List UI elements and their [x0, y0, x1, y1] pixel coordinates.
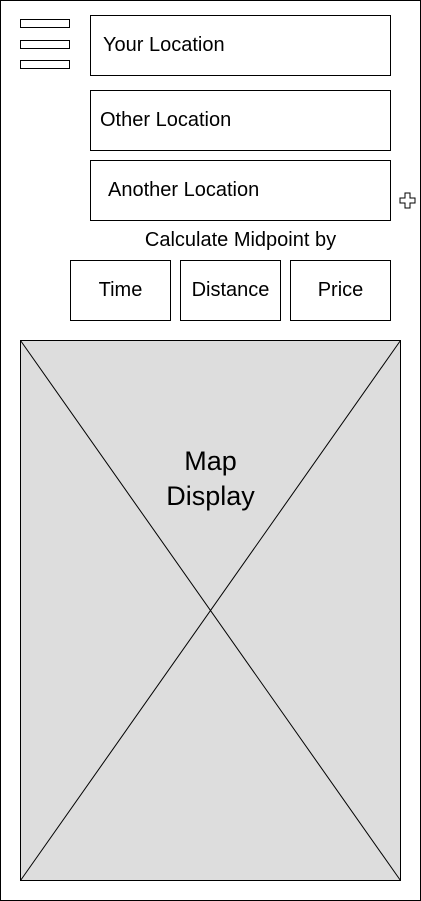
map-display-label: Map Display: [20, 444, 401, 514]
map-label-line2: Display: [166, 481, 255, 511]
distance-button-label: Distance: [191, 279, 270, 301]
time-button[interactable]: Time: [70, 260, 171, 321]
price-button-label: Price: [317, 279, 364, 301]
map-label-line1: Map: [184, 446, 237, 476]
menu-bar: [20, 40, 70, 49]
another-location-label: Another Location: [108, 179, 260, 201]
plus-icon[interactable]: [399, 192, 416, 209]
menu-button[interactable]: [18, 16, 74, 72]
another-location-field[interactable]: Another Location: [90, 160, 391, 221]
menu-bar: [20, 19, 70, 28]
other-location-field[interactable]: Other Location: [90, 90, 391, 151]
distance-button[interactable]: Distance: [180, 260, 281, 321]
your-location-field[interactable]: Your Location: [90, 15, 391, 76]
time-button-label: Time: [98, 279, 143, 301]
map-placeholder-diagonal: [20, 340, 401, 881]
menu-bar: [20, 60, 70, 69]
price-button[interactable]: Price: [290, 260, 391, 321]
your-location-label: Your Location: [103, 34, 225, 56]
map-display[interactable]: [20, 340, 401, 881]
calculate-midpoint-caption: Calculate Midpoint by: [144, 229, 337, 251]
other-location-label: Other Location: [100, 109, 232, 131]
